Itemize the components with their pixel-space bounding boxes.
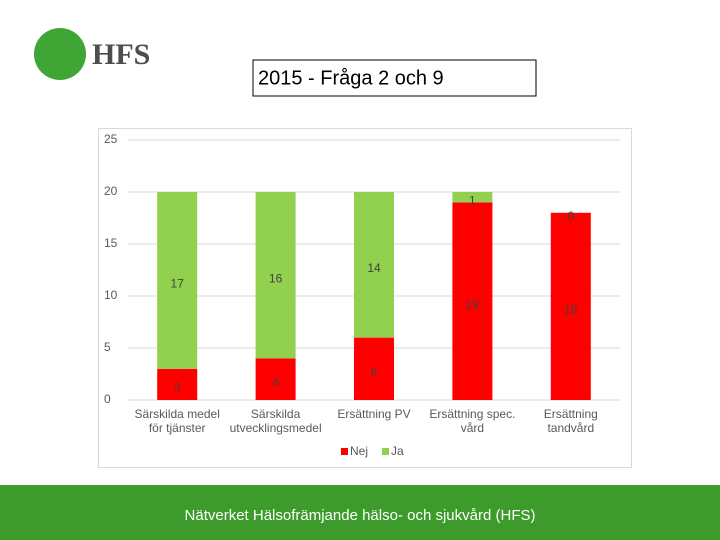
logo-icon — [34, 28, 86, 80]
x-tick-label: Ersättning PV — [337, 407, 411, 421]
x-tick-label: Särskilda utvecklingsmedel — [229, 407, 322, 435]
bar-segment — [452, 202, 493, 400]
bar-segment — [255, 192, 296, 359]
value-label: 6 — [371, 365, 378, 379]
bar-segment — [255, 358, 296, 400]
legend-label: Ja — [391, 444, 404, 458]
value-label: 0 — [567, 209, 574, 223]
bar-segment — [550, 212, 591, 400]
y-tick-label: 10 — [104, 288, 118, 302]
bar-segment — [452, 192, 493, 203]
y-tick-label: 5 — [104, 340, 111, 354]
value-label: 17 — [171, 277, 185, 291]
value-label: 1 — [469, 193, 476, 207]
value-label: 16 — [269, 271, 283, 285]
bar-segment — [354, 337, 394, 400]
footer-text: Nätverket Hälsofrämjande hälso- och sjuk… — [185, 507, 536, 524]
y-tick-label: 15 — [104, 236, 118, 250]
title: 2015 - Fråga 2 och 9 — [258, 67, 444, 89]
y-tick-label: 25 — [104, 132, 118, 146]
bar-segment — [354, 192, 394, 338]
bar-segment — [157, 368, 198, 400]
legend-label: Nej — [350, 444, 368, 458]
logo-text: HFS — [92, 38, 150, 71]
value-label: 14 — [367, 261, 381, 275]
x-tick-label: Ersättning tandvård — [543, 407, 598, 435]
y-tick-label: 0 — [104, 392, 111, 406]
value-label: 19 — [466, 297, 480, 311]
legend-swatch — [341, 448, 348, 455]
x-tick-label: Särskilda medel för tjänster — [134, 407, 220, 435]
x-tick-label: Ersättning spec. vård — [429, 407, 516, 435]
title-box — [252, 59, 537, 97]
value-label: 4 — [272, 375, 279, 389]
bar-segment — [157, 192, 198, 369]
footer-band — [0, 485, 720, 540]
y-tick-label: 20 — [104, 184, 118, 198]
legend-swatch — [382, 448, 390, 455]
value-label: 3 — [174, 381, 181, 395]
value-label: 18 — [564, 303, 578, 317]
